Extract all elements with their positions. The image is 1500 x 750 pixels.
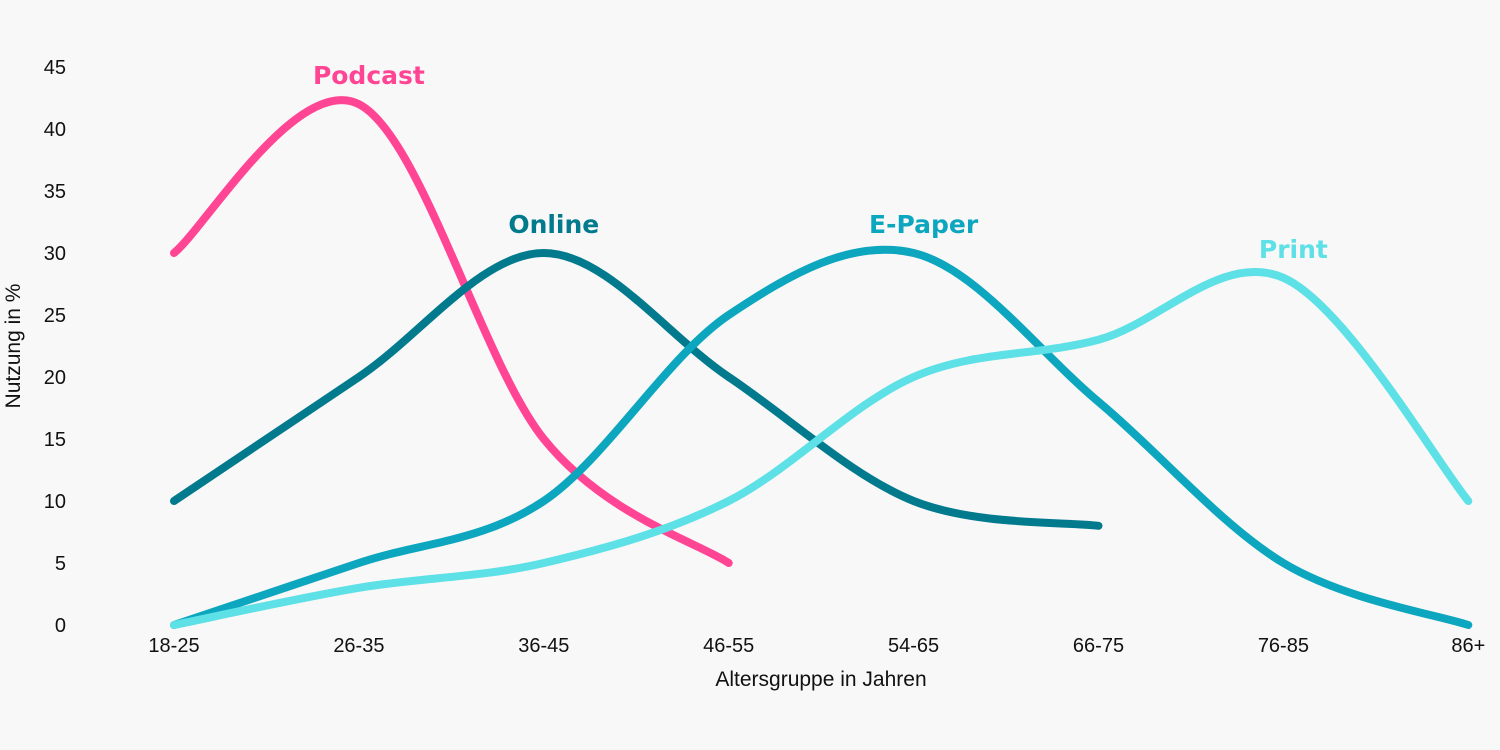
- series-labels: Podcast Online E-Paper Print: [313, 61, 1328, 264]
- y-tick-label: 10: [44, 491, 66, 513]
- x-axis-ticks: 18-25 26-35 36-45 46-55 54-65 66-75 76-85 86+: [148, 635, 1485, 657]
- x-tick-label: 36-45: [518, 635, 569, 657]
- y-axis-label: Nutzung in %: [2, 284, 25, 409]
- y-tick-label: 25: [44, 305, 66, 327]
- x-tick-label: 66-75: [1073, 635, 1124, 657]
- x-tick-label: 76-85: [1258, 635, 1309, 657]
- series-line-podcast: [170, 96, 733, 567]
- series-label-e-paper: E-Paper: [869, 210, 979, 239]
- x-tick-label: 46-55: [703, 635, 754, 657]
- series-line-online: [170, 249, 1103, 530]
- y-tick-label: 40: [44, 119, 66, 141]
- x-tick-label: 26-35: [333, 635, 384, 657]
- y-axis-ticks: 0 5 10 15 20 25 30 35 40 45: [44, 57, 66, 637]
- series-lines: [170, 96, 1473, 629]
- x-tick-label: 18-25: [148, 635, 199, 657]
- y-tick-label: 30: [44, 243, 66, 265]
- y-tick-label: 35: [44, 181, 66, 203]
- x-axis-label: Altersgruppe in Jahren: [715, 668, 926, 691]
- y-tick-label: 45: [44, 57, 66, 79]
- y-tick-label: 5: [55, 553, 66, 575]
- series-label-podcast: Podcast: [313, 61, 425, 90]
- series-label-online: Online: [508, 210, 599, 239]
- x-tick-label: 54-65: [888, 635, 939, 657]
- x-tick-label: 86+: [1451, 635, 1485, 657]
- series-label-print: Print: [1259, 235, 1328, 264]
- series-line-e-paper: [170, 245, 1473, 629]
- y-tick-label: 20: [44, 367, 66, 389]
- series-line-print: [170, 268, 1473, 629]
- y-tick-label: 15: [44, 429, 66, 451]
- y-tick-label: 0: [55, 615, 66, 637]
